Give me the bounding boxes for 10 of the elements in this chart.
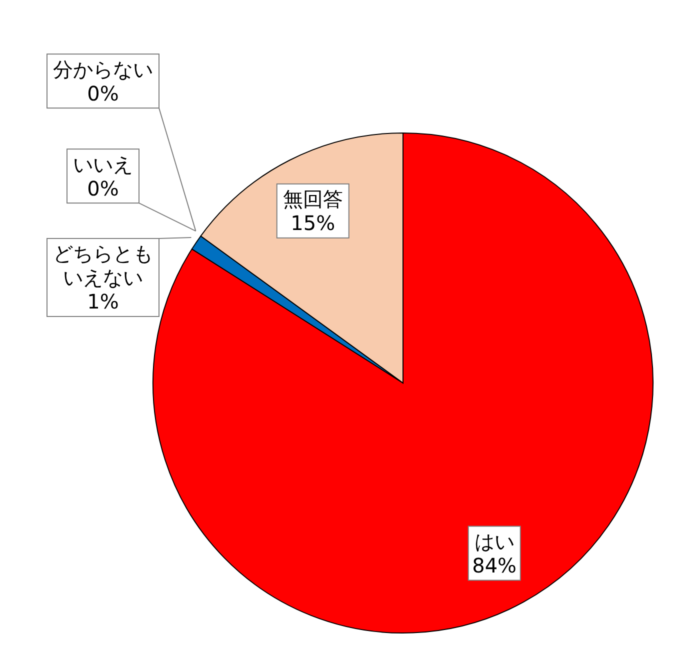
data-label: 84% [472, 553, 517, 578]
slice-label: はい [474, 529, 514, 554]
slice-label: 無回答 [282, 187, 343, 212]
category-label: いいえ [73, 152, 133, 176]
data-label: 15% [290, 211, 336, 236]
data-label: 1% [87, 290, 119, 314]
text: 0% [87, 176, 119, 200]
text: 0% [87, 81, 119, 106]
category-label: 分からない [53, 57, 153, 82]
slice-label: どちらともいえない [53, 242, 153, 290]
